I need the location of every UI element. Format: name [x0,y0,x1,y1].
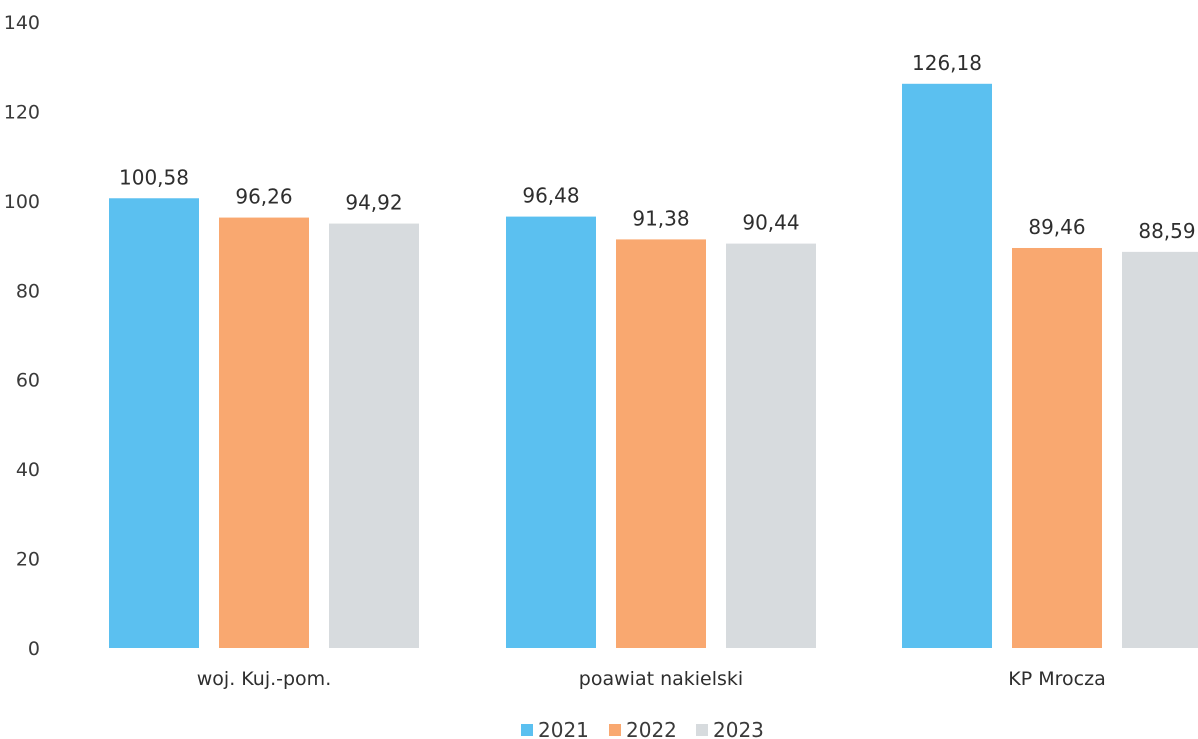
legend-swatch-2023 [696,724,708,736]
data-label: 90,44 [742,211,799,235]
legend-swatch-2022 [609,724,621,736]
y-tick-label: 140 [4,12,40,34]
bar-2022-1 [616,239,706,648]
bar-2022-0 [219,217,309,648]
legend-label: 2021 [538,718,589,739]
category-label: poawiat nakielski [579,668,743,690]
legend-swatch-2021 [521,724,533,736]
data-label: 100,58 [119,165,189,189]
y-tick-label: 100 [4,191,40,213]
bar-2021-1 [506,216,596,649]
y-tick-label: 120 [4,101,40,123]
bars [109,83,1198,649]
legend: 2021 2022 2023 [521,718,764,739]
category-label: woj. Kuj.-pom. [197,668,331,690]
legend-label: 2022 [626,718,677,739]
y-tick-label: 0 [28,638,40,660]
legend-label: 2023 [713,718,764,739]
bar-2023-0 [329,223,419,648]
x-axis: woj. Kuj.-pom. poawiat nakielski KP Mrocza [197,668,1106,690]
data-label: 88,59 [1138,219,1195,243]
data-label: 89,46 [1028,215,1085,239]
bar-2023-1 [726,243,816,648]
value-labels: 100,58 96,48 126,18 96,26 91,38 89,46 94,92 90,… [119,51,1196,243]
data-label: 96,48 [522,184,579,208]
y-axis: 0 20 40 60 80 100 120 140 [4,12,40,660]
data-label: 94,92 [345,191,402,215]
bar-2023-2 [1122,251,1198,648]
y-tick-label: 60 [16,370,40,392]
category-label: KP Mrocza [1008,668,1105,690]
data-label: 126,18 [912,51,982,75]
bar-2022-2 [1012,247,1102,648]
data-label: 91,38 [632,206,689,230]
y-tick-label: 80 [16,280,40,302]
bar-2021-2 [902,83,992,648]
bar-2021-0 [109,198,199,648]
y-tick-label: 20 [16,549,40,571]
y-tick-label: 40 [16,459,40,481]
data-label: 96,26 [235,185,292,209]
